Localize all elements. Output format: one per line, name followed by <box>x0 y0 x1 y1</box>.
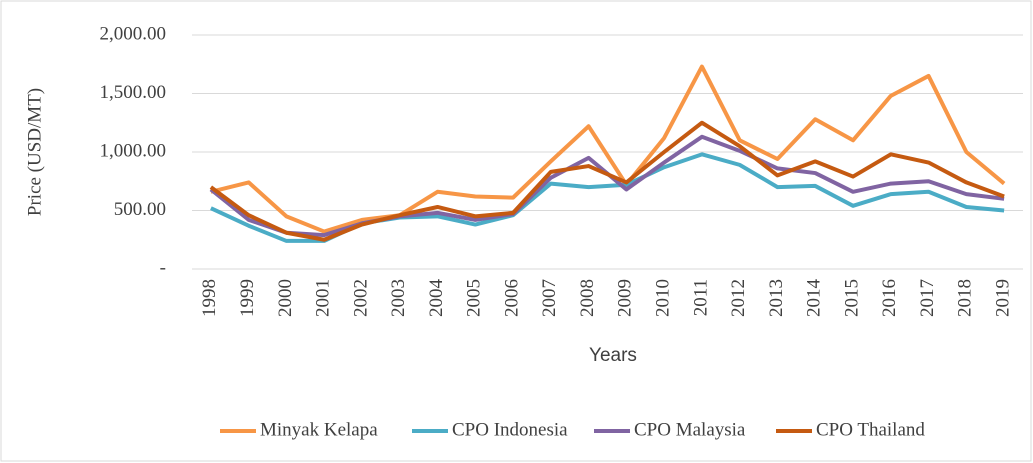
x-tick-label: 2000 <box>275 279 296 317</box>
series-line <box>209 120 1005 242</box>
y-tick-label: 2,000.00 <box>100 23 167 44</box>
x-tick-label: 2002 <box>350 279 371 317</box>
x-axis-label: Years <box>589 345 637 366</box>
x-tick-label: 1999 <box>237 279 258 317</box>
legend-label: CPO Malaysia <box>634 419 746 440</box>
y-tick-label: 1,500.00 <box>100 82 167 103</box>
legend-label: CPO Thailand <box>816 419 925 440</box>
x-tick-label: 2007 <box>539 279 560 317</box>
y-tick-label: - <box>160 257 166 278</box>
x-tick-label: 2011 <box>690 279 711 316</box>
legend-label: CPO Indonesia <box>452 419 568 440</box>
x-tick-label: 2015 <box>841 279 862 317</box>
x-tick-label: 2013 <box>766 279 787 317</box>
x-tick-label: 2014 <box>804 279 825 318</box>
x-tick-label: 2006 <box>501 279 522 317</box>
y-axis-label: Price (USD/MT) <box>24 88 45 216</box>
x-tick-label: 1998 <box>199 279 220 317</box>
legend-label: Minyak Kelapa <box>260 419 378 440</box>
x-tick-label: 2004 <box>426 279 447 318</box>
x-tick-label: 2017 <box>917 279 938 317</box>
x-tick-label: 2019 <box>992 279 1013 317</box>
x-tick-label: 2009 <box>615 279 636 317</box>
series-line <box>210 64 1006 234</box>
x-tick-label: 2008 <box>577 279 598 317</box>
x-tick-label: 2003 <box>388 279 409 317</box>
x-tick-label: 2010 <box>653 279 674 317</box>
x-tick-label: 2005 <box>464 279 485 317</box>
x-tick-label: 2016 <box>879 279 900 317</box>
x-tick-label: 2018 <box>955 279 976 317</box>
y-tick-label: 1,000.00 <box>100 140 167 161</box>
x-tick-label: 2001 <box>313 279 334 317</box>
x-tick-label: 2012 <box>728 279 749 317</box>
y-tick-label: 500.00 <box>114 199 166 220</box>
